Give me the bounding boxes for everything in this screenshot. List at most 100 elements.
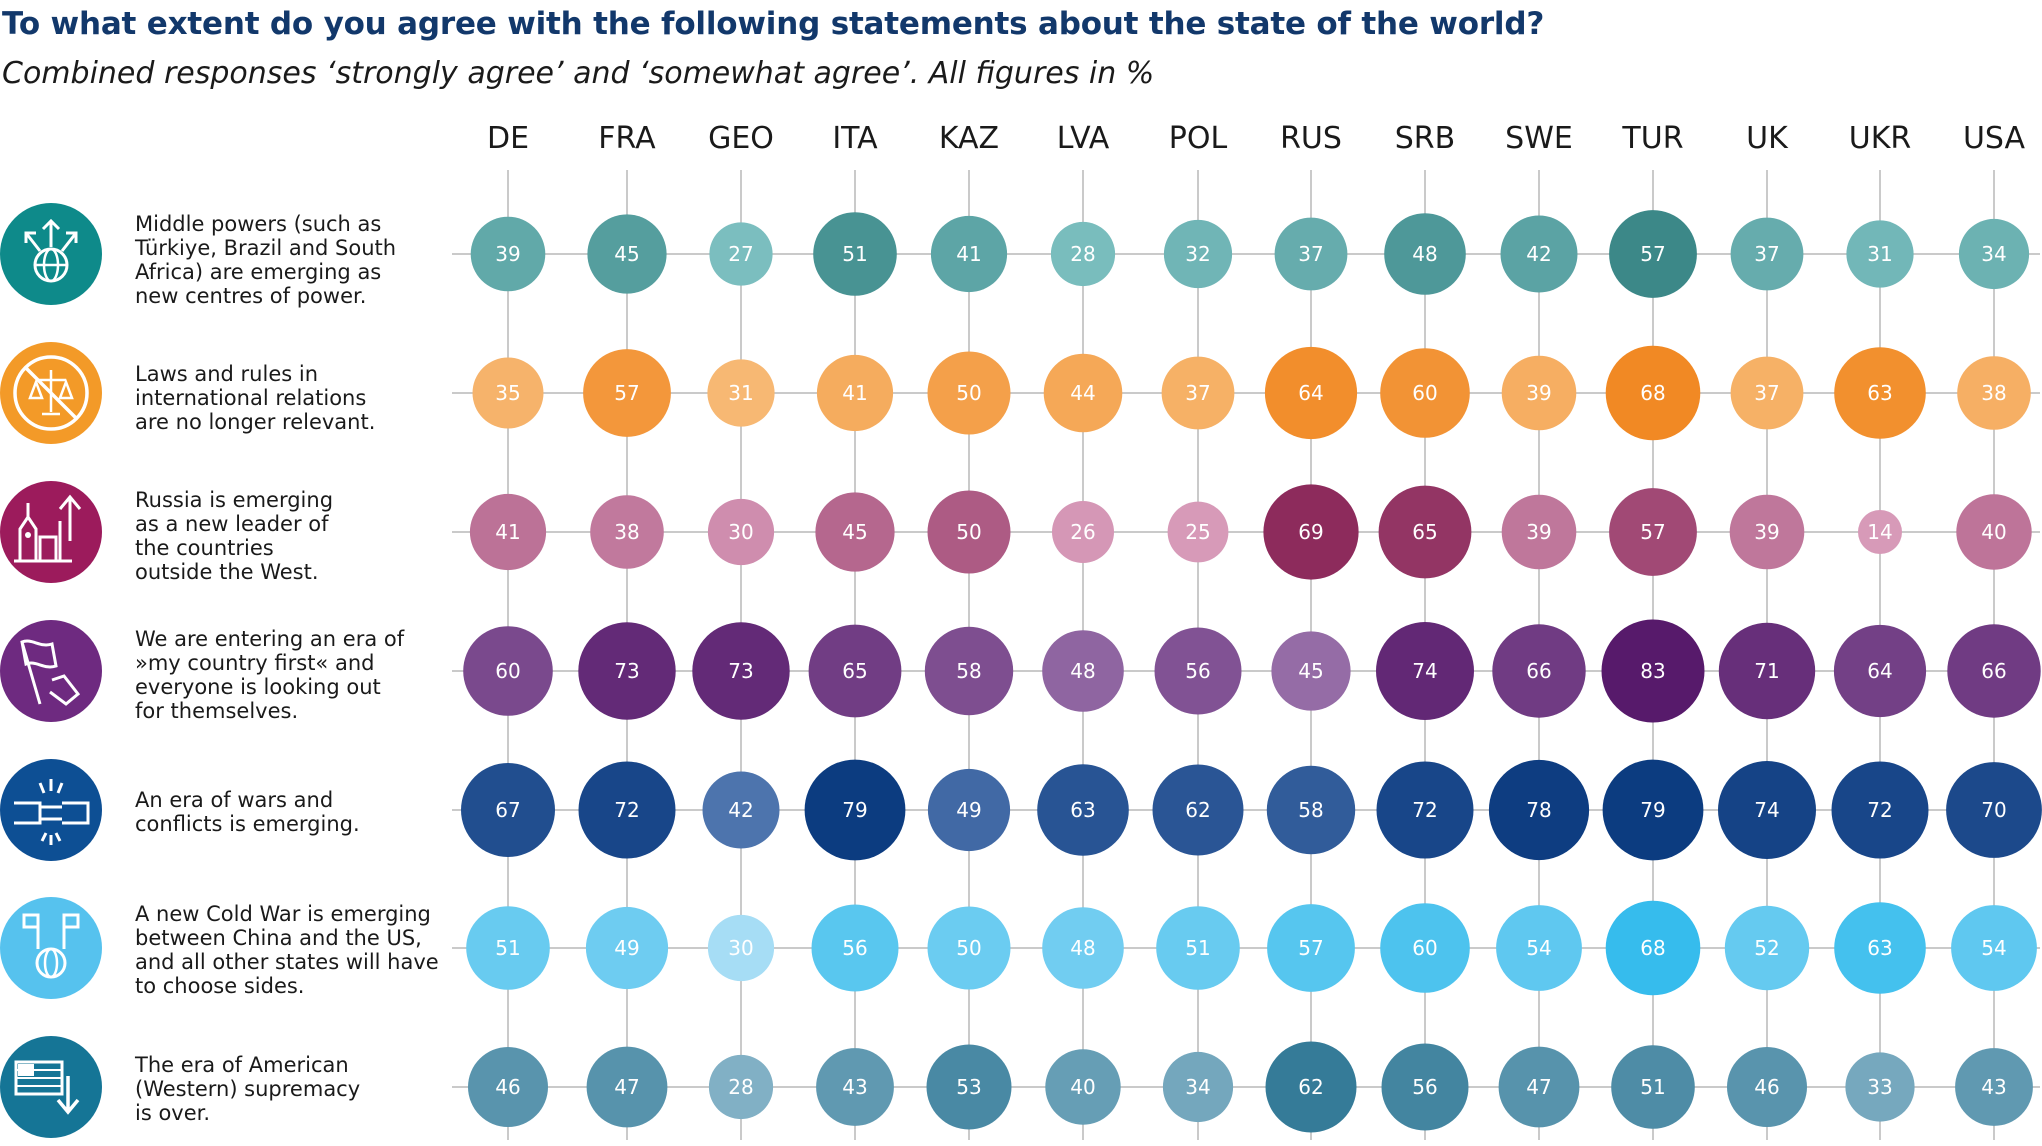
bubble-value-label: 65 (842, 659, 867, 683)
bubble-value-label: 48 (1070, 936, 1095, 960)
bubble-row4-swe: 66 (1492, 624, 1586, 718)
bubble-value-label: 64 (1867, 659, 1892, 683)
bubble-circle (1380, 348, 1470, 438)
bubble-row2-uk: 37 (1730, 356, 1804, 430)
bubble-value-label: 66 (1981, 659, 2006, 683)
bubble-row7-geo: 28 (708, 1054, 774, 1120)
bubble-value-label: 60 (1412, 936, 1437, 960)
bubble-row4-pol: 56 (1154, 627, 1242, 715)
bubble-value-label: 57 (1640, 242, 1665, 266)
bubble-circle (1601, 619, 1705, 723)
column-header-swe: SWE (1505, 121, 1573, 156)
bubble-circle (1274, 217, 1348, 291)
bubble-value-label: 49 (956, 798, 981, 822)
bubble-row2-swe: 39 (1501, 355, 1577, 431)
column-headers: DE FRA GEO ITA KAZ LVA POL RUS SRB SWE TUR UK UKR USA (487, 121, 2026, 156)
bubble-circle (466, 906, 550, 990)
bubble-row3-lva: 26 (1052, 501, 1114, 563)
column-header-lva: LVA (1057, 121, 1110, 156)
bubble-circle (1042, 630, 1124, 712)
bubble-value-label: 38 (614, 520, 639, 544)
bubble-value-label: 47 (1526, 1075, 1551, 1099)
bubble-circle (708, 1054, 774, 1120)
bubble-row6-ukr: 63 (1834, 902, 1926, 994)
bubble-circle (1265, 1041, 1357, 1133)
bubble-row6-usa: 54 (1951, 905, 2037, 991)
bubble-value-label: 33 (1867, 1075, 1892, 1099)
bubble-row4-ukr: 64 (1833, 624, 1927, 718)
bubble-circle (1729, 494, 1805, 570)
bubble-value-label: 58 (956, 659, 981, 683)
bubble-value-label: 68 (1640, 936, 1665, 960)
bubble-circle (1845, 1052, 1915, 1122)
bubble-row6-uk: 52 (1724, 905, 1810, 991)
bubble-circle (1605, 900, 1701, 996)
bubble-row3-kaz: 50 (927, 490, 1011, 574)
bubbles: 39 45 27 51 41 28 32 37 48 42 57 37 31 34 35 57 31 41 50 44… (461, 210, 2042, 1133)
statement-label-2: Laws and rules in international relation… (135, 362, 376, 434)
bubble-circle (1264, 346, 1358, 440)
bubble-row7-ita: 43 (816, 1048, 894, 1126)
bubble-circle (586, 1046, 668, 1128)
bubble-value-label: 71 (1754, 659, 1779, 683)
bubble-circle (702, 771, 780, 849)
column-header-kaz: KAZ (939, 121, 999, 156)
bubble-value-label: 62 (1298, 1075, 1323, 1099)
bubble-circle (578, 622, 676, 720)
column-header-ukr: UKR (1849, 121, 1911, 156)
bubble-circle (1724, 905, 1810, 991)
bubble-value-label: 25 (1185, 520, 1210, 544)
bubble-row6-geo: 30 (707, 914, 775, 982)
bubble-circle (1050, 221, 1116, 287)
bubble-value-label: 83 (1640, 659, 1665, 683)
bubble-circle (1831, 761, 1929, 859)
bubble-row7-rus: 62 (1265, 1041, 1357, 1133)
bubble-value-label: 57 (614, 381, 639, 405)
column-header-de: DE (487, 121, 529, 156)
bubble-value-label: 60 (495, 659, 520, 683)
bubble-circle (1156, 906, 1240, 990)
bubble-value-label: 28 (728, 1075, 753, 1099)
bubble-circle (1376, 622, 1474, 720)
bubble-circle (1384, 213, 1466, 295)
bubble-value-label: 48 (1070, 659, 1095, 683)
bubble-row4-de: 60 (463, 626, 553, 716)
bubble-circle (816, 1048, 894, 1126)
column-header-uk: UK (1746, 121, 1789, 156)
statement-label-3: Russia is emerging as a new leader of th… (135, 488, 334, 584)
bubble-row7-lva: 40 (1045, 1049, 1121, 1125)
bubble-row4-uk: 71 (1718, 622, 1816, 720)
bubble-row4-rus: 45 (1271, 631, 1351, 711)
bubble-circle (707, 498, 775, 566)
bubble-value-label: 34 (1185, 1075, 1210, 1099)
bubble-row1-srb: 48 (1384, 213, 1466, 295)
clashing-fists-icon (0, 759, 102, 861)
bubble-circle (1501, 494, 1577, 570)
bubble-row2-kaz: 50 (927, 351, 1011, 435)
bubble-circle (472, 357, 544, 429)
bubble-circle (1605, 345, 1701, 441)
bubble-value-label: 41 (842, 381, 867, 405)
bubble-value-label: 14 (1867, 520, 1892, 544)
bubble-row2-pol: 37 (1161, 356, 1235, 430)
bubble-circle (1951, 905, 2037, 991)
bubble-circle (1167, 501, 1229, 563)
bubble-circle (692, 622, 790, 720)
bubble-circle (808, 624, 902, 718)
bubble-row2-geo: 31 (707, 359, 775, 427)
bubble-value-label: 73 (728, 659, 753, 683)
bubble-value-label: 31 (1867, 242, 1892, 266)
bubble-circle (463, 626, 553, 716)
bubble-row6-ita: 56 (811, 904, 899, 992)
bubble-value-label: 42 (728, 798, 753, 822)
bubble-value-label: 45 (1298, 659, 1323, 683)
bubble-circle (1611, 1045, 1695, 1129)
globe-flags-icon (0, 897, 102, 999)
bubble-row6-srb: 60 (1380, 903, 1470, 993)
bubble-value-label: 49 (614, 936, 639, 960)
bubble-circle (578, 761, 676, 859)
bubble-row7-srb: 56 (1381, 1043, 1469, 1131)
column-header-usa: USA (1963, 121, 2026, 156)
bubble-value-label: 54 (1981, 936, 2006, 960)
